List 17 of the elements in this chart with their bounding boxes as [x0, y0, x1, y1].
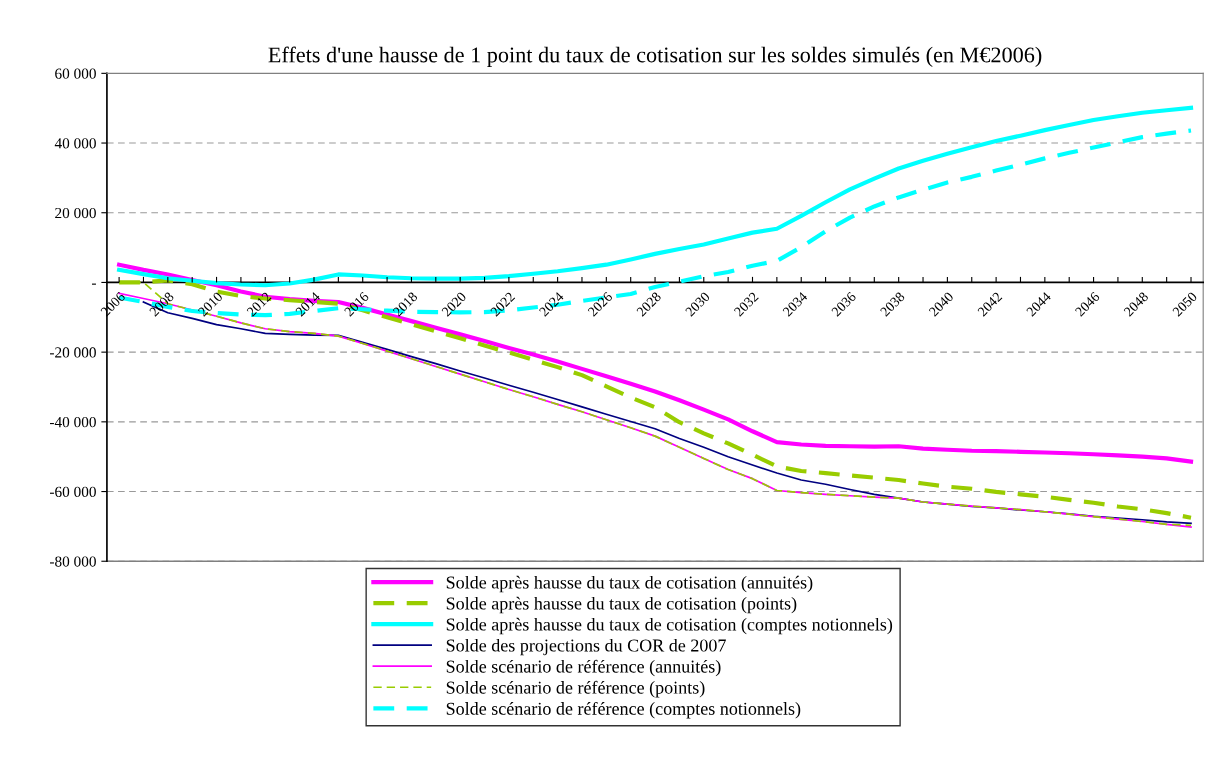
chart-title: Effets d'une hausse de 1 point du taux de cotisation sur les soldes simulés (en M€2006)	[268, 46, 1042, 67]
legend-label: Solde scénario de référence (comptes notionnels)	[446, 701, 801, 719]
legend-label: Solde après hausse du taux de cotisation (comptes notionnels)	[446, 617, 893, 635]
y-tick-label: 20 000	[55, 207, 96, 219]
legend-label: Solde scénario de référence (points)	[446, 680, 705, 698]
y-tick-label: -20 000	[49, 347, 96, 358]
line-series	[117, 105, 1194, 288]
legend-label: Solde après hausse du taux de cotisation (annuités)	[446, 575, 813, 593]
y-tick-label: 40 000	[54, 138, 96, 149]
legend-label: Solde après hausse du taux de cotisation (points)	[446, 596, 797, 614]
y-tick-label: 60 000	[55, 68, 96, 79]
legend-label: Solde des projections du COR de 2007	[446, 638, 726, 656]
y-tick-label: -40 000	[49, 416, 96, 428]
y-tick-label: -80 000	[49, 556, 96, 567]
y-tick-label: -60 000	[49, 486, 96, 497]
y-tick-label: -	[91, 283, 96, 285]
legend-label: Solde scénario de référence (annuités)	[446, 659, 721, 677]
